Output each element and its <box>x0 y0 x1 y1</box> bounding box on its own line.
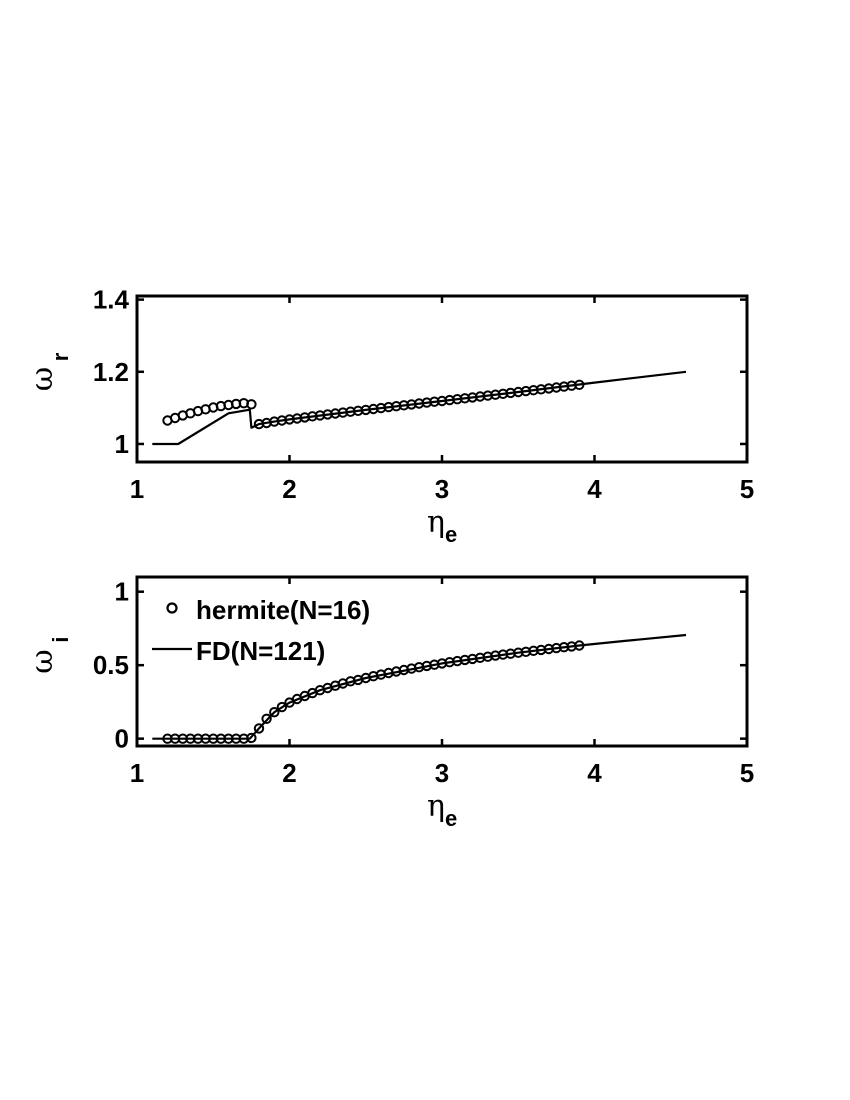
panel-top-xtick-label: 2 <box>282 474 296 504</box>
panel-top-xtick-label: 4 <box>587 474 602 504</box>
panel-top-ytick-label: 1.4 <box>93 285 130 315</box>
panel-bottom-xtick-label: 2 <box>282 758 296 788</box>
panel-top-data-point <box>246 399 257 410</box>
panel-top-xtick-label: 1 <box>130 474 144 504</box>
panel-top-ylabel-subscript: r <box>48 352 73 361</box>
panel-bottom-ylabel-subscript: i <box>48 636 73 642</box>
panel-bottom-xlabel-symbol: η <box>427 789 445 824</box>
panel-top-frame <box>135 294 749 464</box>
panel-top-ylabel-symbol: ω <box>25 367 60 391</box>
panel-bottom-data-point <box>253 723 265 734</box>
panel-bottom-series-line <box>152 633 687 740</box>
legend-label-fd: FD(N=121) <box>196 636 325 666</box>
legend: hermite(N=16) FD(N=121) <box>152 595 370 666</box>
panel-top-xlabel-subscript: e <box>445 522 457 547</box>
panel-bottom-data-point <box>269 707 280 718</box>
panel-bottom-xtick-label: 5 <box>740 758 754 788</box>
panel-top-omega-r: 1 2 3 4 5 1 1.2 1.4 ω r η e <box>25 285 754 547</box>
panel-bottom-ytick-label: 0.5 <box>93 650 129 680</box>
panel-top-ytick-label: 1.2 <box>93 357 129 387</box>
panel-top-marks <box>152 370 687 446</box>
legend-marker-hermite <box>166 602 178 614</box>
panel-top-xtick-label: 3 <box>435 474 449 504</box>
panel-top-xtick-label: 5 <box>740 474 754 504</box>
panel-top-series-line <box>152 370 687 446</box>
panel-bottom-xtick-label: 3 <box>435 758 449 788</box>
panel-top-ticks: 1 2 3 4 5 1 1.2 1.4 <box>93 285 754 504</box>
panel-bottom-data-point <box>276 701 288 713</box>
panel-top-ytick-label: 1 <box>115 429 129 459</box>
panel-bottom-ytick-label: 0 <box>115 724 129 754</box>
panel-bottom-omega-i: 1 2 3 4 5 0 0.5 1 ω i η e hermite(N=16) FD(N=12… <box>25 575 754 831</box>
panel-bottom-ticks: 1 2 3 4 5 0 0.5 1 <box>93 577 754 788</box>
panel-bottom-ytick-label: 1 <box>115 577 129 607</box>
panel-bottom-xtick-label: 4 <box>587 758 602 788</box>
panel-bottom-xtick-label: 1 <box>130 758 144 788</box>
panel-bottom-data-point <box>261 713 272 724</box>
panel-bottom-marks <box>152 633 687 744</box>
panel-top-xlabel-symbol: η <box>427 505 445 540</box>
panel-bottom-xlabel-subscript: e <box>445 806 457 831</box>
panel-bottom-ylabel-symbol: ω <box>25 649 60 673</box>
legend-label-hermite: hermite(N=16) <box>196 595 370 625</box>
